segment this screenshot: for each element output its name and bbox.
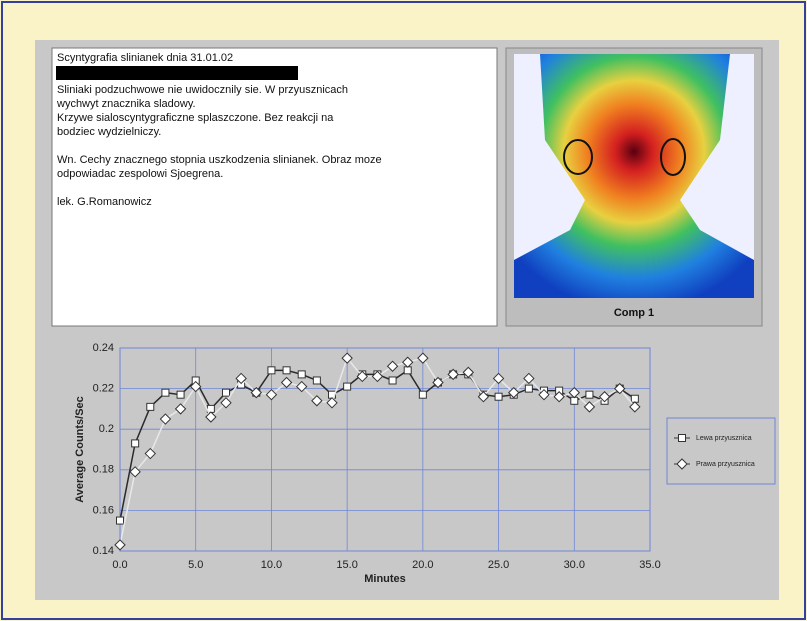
- legend-label: Lewa przyusznica: [696, 435, 752, 442]
- report-line: Krzywe sialoscyntygraficzne splaszczone.…: [57, 112, 334, 124]
- y-tick-label: 0.16: [93, 504, 114, 516]
- report-line: lek. G.Romanowicz: [57, 196, 152, 208]
- redaction: [56, 66, 298, 80]
- y-tick-label: 0.14: [93, 545, 114, 557]
- report-line: Sliniaki podzuchwowe nie uwidocznily sie…: [57, 84, 348, 96]
- x-axis-label: Minutes: [364, 573, 406, 585]
- image-caption: Comp 1: [614, 307, 654, 319]
- y-tick-label: 0.18: [93, 464, 114, 476]
- x-tick-label: 20.0: [412, 559, 433, 571]
- point: [117, 517, 124, 524]
- y-tick-label: 0.22: [93, 383, 114, 395]
- point: [419, 391, 426, 398]
- point: [147, 403, 154, 410]
- x-tick-label: 15.0: [336, 559, 357, 571]
- report-line: odpowiadac zespolowi Sjoegrena.: [57, 168, 223, 180]
- legend-label: Prawa przyusznica: [696, 461, 755, 468]
- report-line: Wn. Cechy znacznego stopnia uszkodzenia …: [57, 154, 382, 166]
- point: [389, 377, 396, 384]
- point: [283, 367, 290, 374]
- y-tick-label: 0.2: [99, 423, 114, 435]
- x-tick-label: 0.0: [112, 559, 127, 571]
- scene: Scyntygrafia slinianek dnia 31.01.02 Slin…: [0, 0, 807, 621]
- x-tick-label: 25.0: [488, 559, 509, 571]
- y-tick-label: 0.24: [93, 342, 114, 354]
- point: [223, 389, 230, 396]
- point: [586, 391, 593, 398]
- screenshot: Scyntygrafia slinianek dnia 31.01.02 Slin…: [0, 0, 807, 621]
- x-tick-label: 5.0: [188, 559, 203, 571]
- point: [132, 440, 139, 447]
- x-tick-label: 10.0: [261, 559, 282, 571]
- point: [525, 385, 532, 392]
- report-line: wychwyt znacznika sladowy.: [56, 98, 196, 110]
- point: [495, 393, 502, 400]
- point: [313, 377, 320, 384]
- x-tick-label: 35.0: [639, 559, 660, 571]
- point: [344, 383, 351, 390]
- point: [162, 389, 169, 396]
- point: [177, 391, 184, 398]
- x-tick-label: 30.0: [564, 559, 585, 571]
- point: [298, 371, 305, 378]
- y-axis-label: Average Counts/Sec: [74, 396, 86, 503]
- legend-marker: [679, 435, 686, 442]
- report-title: Scyntygrafia slinianek dnia 31.01.02: [57, 52, 233, 64]
- point: [268, 367, 275, 374]
- report-line: bodziec wydzielniczy.: [57, 126, 161, 138]
